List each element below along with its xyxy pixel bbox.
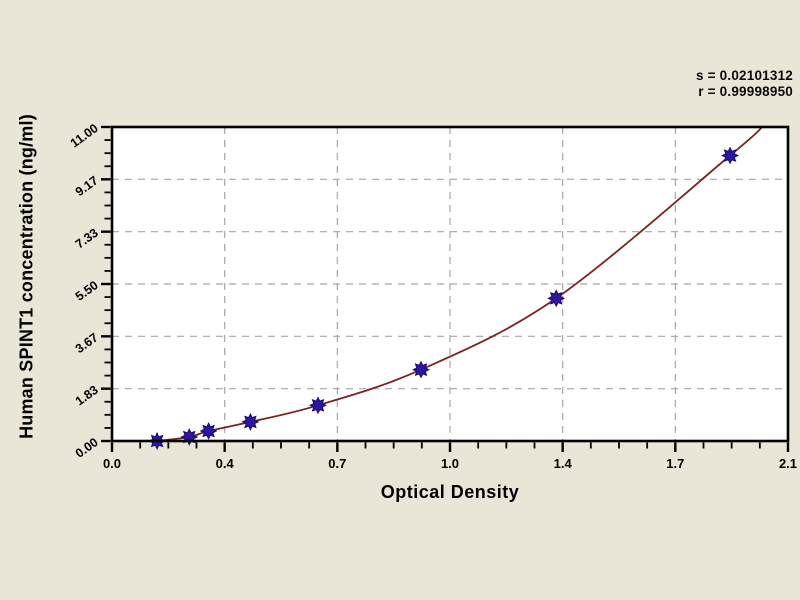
x-tick-label: 1.4 bbox=[554, 456, 573, 471]
y-tick-label: 9.17 bbox=[73, 173, 101, 199]
y-axis-title: Human SPINT1 concentration (ng/ml) bbox=[16, 114, 37, 439]
fit-curve bbox=[156, 126, 763, 442]
y-tick-label: 11.00 bbox=[68, 121, 101, 150]
y-tick-label: 3.67 bbox=[73, 330, 101, 356]
data-point-marker bbox=[309, 396, 327, 415]
data-point-marker bbox=[199, 422, 218, 440]
data-point-marker bbox=[180, 428, 199, 446]
fit-s-value: s = 0.02101312 bbox=[695, 68, 793, 83]
x-tick-label: 0.0 bbox=[103, 456, 121, 471]
x-tick-label: 2.1 bbox=[779, 456, 797, 471]
x-axis-title: Optical Density bbox=[380, 482, 520, 502]
x-tick-label: 0.7 bbox=[328, 456, 346, 471]
plot-frame bbox=[110, 125, 790, 443]
data-point-marker bbox=[412, 360, 430, 379]
y-tick-label: 7.33 bbox=[73, 226, 101, 252]
x-tick-label: 1.7 bbox=[666, 456, 684, 471]
data-point-marker bbox=[547, 289, 566, 308]
fit-statistics: s = 0.02101312 r = 0.99998950 bbox=[696, 68, 793, 100]
y-tick-label: 5.50 bbox=[73, 278, 101, 304]
data-point-marker bbox=[721, 146, 740, 165]
x-tick-label: 1.0 bbox=[441, 456, 459, 471]
y-tick-label: 1.83 bbox=[73, 383, 101, 409]
data-point-marker bbox=[241, 412, 260, 431]
y-tick-label: 0.00 bbox=[73, 435, 101, 461]
x-tick-label: 0.4 bbox=[216, 456, 235, 471]
fit-r-value: r = 0.99998950 bbox=[698, 84, 793, 99]
